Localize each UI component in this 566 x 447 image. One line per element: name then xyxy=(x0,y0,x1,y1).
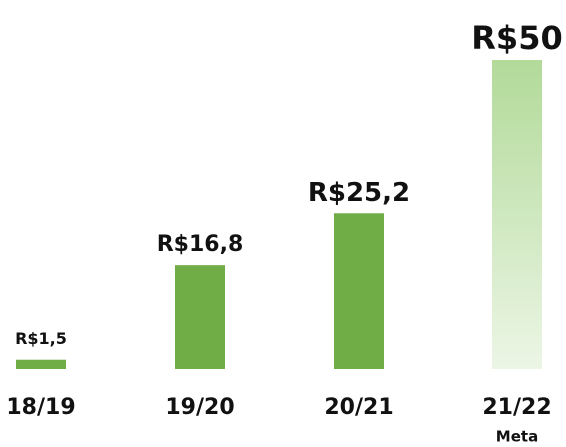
x-tick-label: 18/19 xyxy=(6,395,75,420)
x-tick-label: 19/20 xyxy=(165,395,234,420)
bar-fade xyxy=(492,60,542,369)
annotation: Meta xyxy=(496,428,538,446)
value-label: R$16,8 xyxy=(157,232,244,257)
bar xyxy=(175,265,225,369)
value-label: R$50 xyxy=(471,19,562,57)
x-tick-label: 21/22 xyxy=(482,395,551,420)
value-label: R$25,2 xyxy=(308,178,410,208)
bar xyxy=(334,213,384,369)
value-label: R$1,5 xyxy=(15,329,67,348)
x-tick-label: 20/21 xyxy=(324,395,393,420)
bar xyxy=(16,359,66,369)
